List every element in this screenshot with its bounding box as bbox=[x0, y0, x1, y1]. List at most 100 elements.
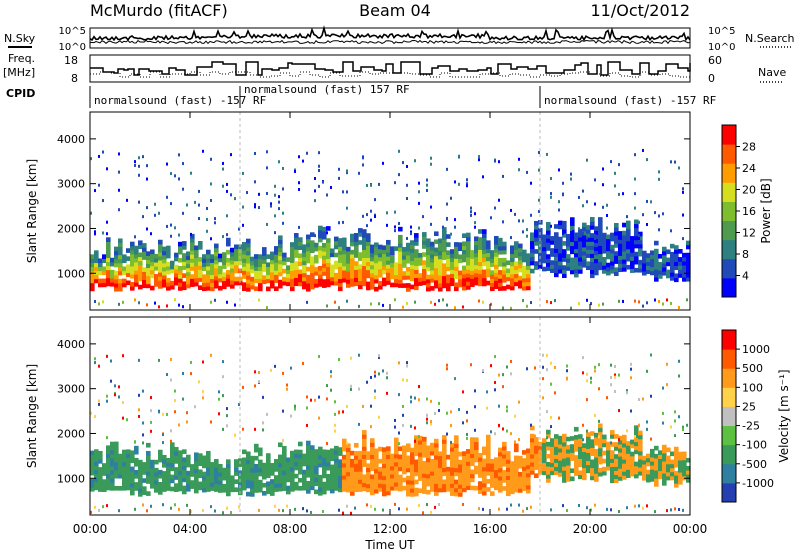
heatmap-cell bbox=[610, 454, 615, 459]
heatmap-cell bbox=[478, 453, 483, 458]
heatmap-cell bbox=[94, 258, 99, 264]
heatmap-cell bbox=[574, 260, 579, 266]
heatmap-cell bbox=[422, 489, 427, 494]
heatmap-cell bbox=[526, 265, 531, 271]
heatmap-cell bbox=[562, 192, 564, 196]
heatmap-cell bbox=[322, 489, 327, 495]
heatmap-cell bbox=[562, 466, 567, 471]
heatmap-cell bbox=[682, 252, 687, 258]
heatmap-cell bbox=[298, 237, 303, 242]
heatmap-cell bbox=[146, 491, 151, 496]
heatmap-cell bbox=[526, 488, 531, 494]
heatmap-cell bbox=[346, 275, 351, 280]
heatmap-cell bbox=[302, 268, 307, 274]
heatmap-cell bbox=[486, 440, 488, 444]
heatmap-cell bbox=[342, 466, 347, 472]
heatmap-cell bbox=[362, 233, 367, 238]
heatmap-cell bbox=[634, 437, 639, 443]
heatmap-cell bbox=[282, 256, 287, 262]
heatmap-cell bbox=[362, 245, 367, 250]
heatmap-cell bbox=[250, 260, 255, 266]
heatmap-cell bbox=[382, 455, 387, 461]
heatmap-cell bbox=[394, 229, 396, 233]
heatmap-cell bbox=[150, 471, 155, 477]
heatmap-cell bbox=[566, 464, 571, 470]
heatmap-cell bbox=[154, 479, 159, 485]
heatmap-cell bbox=[214, 459, 219, 464]
heatmap-cell bbox=[350, 278, 355, 283]
heatmap-cell bbox=[474, 256, 479, 262]
heatmap-cell bbox=[454, 254, 459, 259]
heatmap-cell bbox=[518, 463, 523, 469]
heatmap-cell bbox=[174, 280, 179, 286]
heatmap-cell bbox=[506, 471, 511, 476]
noise-search-line bbox=[89, 39, 691, 45]
heatmap-cell bbox=[186, 474, 191, 480]
heatmap-cell bbox=[554, 446, 559, 451]
heatmap-cell bbox=[490, 270, 495, 275]
heatmap-cell bbox=[106, 232, 108, 236]
heatmap-cell bbox=[606, 234, 611, 240]
heatmap-cell bbox=[374, 448, 379, 454]
heatmap-cell bbox=[450, 467, 455, 472]
heatmap-cell bbox=[382, 447, 387, 452]
heatmap-cell bbox=[302, 481, 307, 487]
heatmap-cell bbox=[634, 299, 636, 303]
heatmap-cell bbox=[274, 278, 279, 283]
heatmap-cell bbox=[666, 249, 671, 255]
heatmap-cell bbox=[270, 471, 275, 476]
heatmap-cell bbox=[630, 455, 635, 461]
heatmap-cell bbox=[594, 413, 596, 417]
heatmap-cell bbox=[274, 231, 276, 235]
heatmap-cell bbox=[650, 473, 655, 478]
heatmap-cell bbox=[158, 276, 163, 281]
heatmap-cell bbox=[170, 429, 172, 433]
heatmap-cell bbox=[334, 449, 339, 455]
heatmap-cell bbox=[634, 177, 636, 181]
heatmap-cell bbox=[318, 395, 320, 399]
heatmap-cell bbox=[538, 209, 540, 213]
heatmap-cell bbox=[622, 250, 627, 256]
heatmap-cell bbox=[406, 467, 411, 473]
heatmap-cell bbox=[422, 465, 427, 470]
heatmap-cell bbox=[562, 449, 567, 455]
heatmap-cell bbox=[542, 258, 547, 264]
heatmap-cell bbox=[254, 274, 259, 279]
colorbar-tick-label: -100 bbox=[742, 439, 767, 452]
heatmap-cell bbox=[546, 234, 551, 239]
heatmap-cell bbox=[194, 405, 196, 409]
heatmap-cell bbox=[90, 274, 95, 280]
heatmap-cell bbox=[594, 226, 599, 231]
heatmap-cell bbox=[122, 254, 127, 260]
heatmap-cell bbox=[238, 252, 243, 258]
heatmap-cell bbox=[626, 461, 631, 466]
heatmap-cell bbox=[438, 274, 443, 280]
heatmap-cell bbox=[130, 466, 135, 472]
heatmap-cell bbox=[134, 298, 136, 302]
heatmap-cell bbox=[458, 242, 463, 248]
heatmap-cell bbox=[290, 470, 295, 476]
heatmap-cell bbox=[486, 487, 491, 492]
heatmap-cell bbox=[622, 192, 624, 196]
heatmap-cell bbox=[398, 478, 403, 484]
heatmap-cell bbox=[370, 458, 375, 464]
heatmap-cell bbox=[558, 244, 563, 250]
heatmap-cell bbox=[418, 435, 423, 441]
heatmap-cell bbox=[486, 256, 491, 262]
heatmap-cell bbox=[126, 418, 128, 422]
heatmap-cell bbox=[542, 396, 544, 400]
heatmap-cell bbox=[190, 262, 195, 267]
heatmap-cell bbox=[334, 244, 339, 250]
heatmap-cell bbox=[562, 437, 567, 443]
heatmap-cell bbox=[490, 258, 495, 263]
heatmap-cell bbox=[354, 451, 359, 456]
heatmap-cell bbox=[622, 263, 627, 268]
heatmap-cell bbox=[390, 262, 395, 268]
heatmap-cell bbox=[306, 448, 311, 454]
heatmap-cell bbox=[234, 268, 239, 274]
heatmap-cell bbox=[106, 241, 111, 246]
heatmap-cell bbox=[518, 247, 523, 253]
y-tick-label: 2000 bbox=[57, 222, 85, 235]
heatmap-cell bbox=[242, 449, 247, 455]
heatmap-cell bbox=[374, 214, 376, 218]
